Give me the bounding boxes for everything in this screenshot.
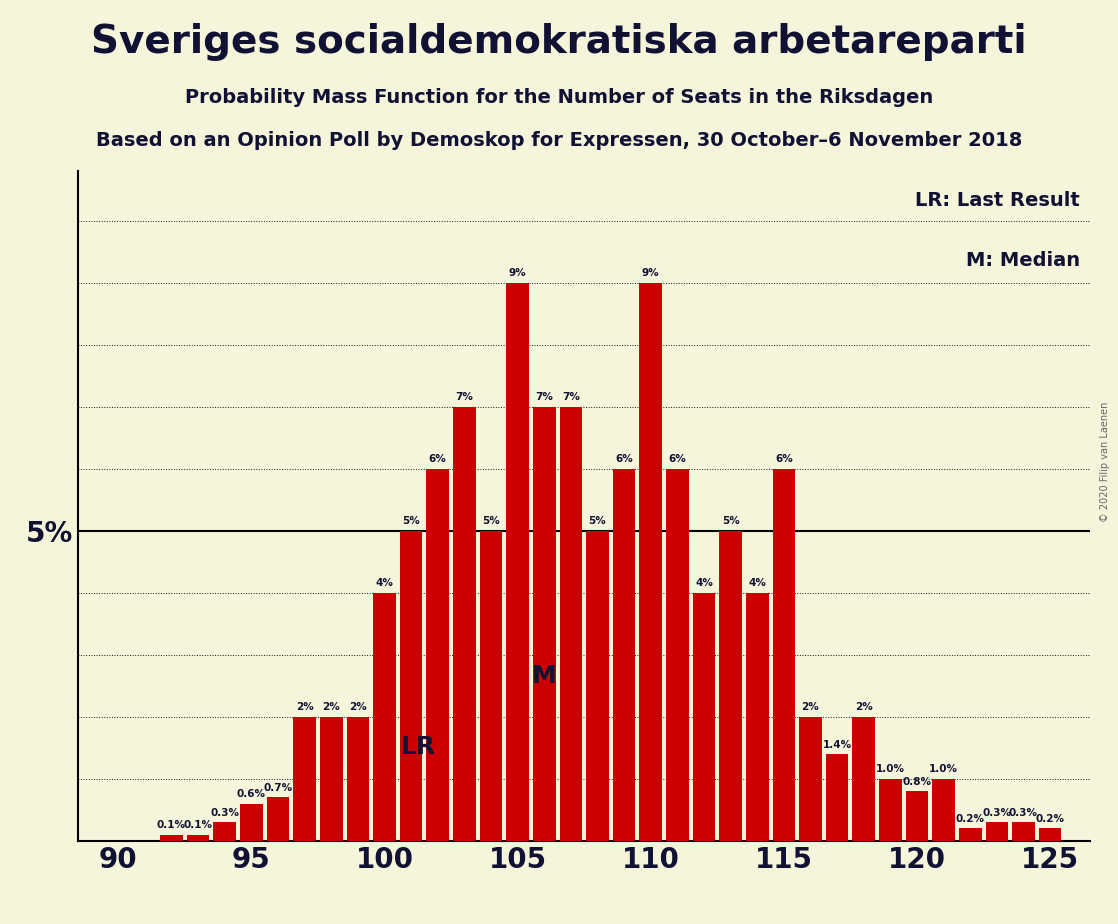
Text: 9%: 9% (509, 268, 527, 278)
Text: 1.0%: 1.0% (875, 764, 904, 774)
Bar (400, 530, 423, 841)
Bar (160, 834, 182, 841)
Text: 2%: 2% (322, 702, 340, 712)
Text: 0.6%: 0.6% (237, 789, 266, 799)
Bar (426, 468, 449, 841)
Bar (480, 530, 502, 841)
Text: 0.3%: 0.3% (983, 808, 1012, 818)
Bar (986, 822, 1008, 841)
Bar (799, 717, 822, 841)
Bar (826, 754, 849, 841)
Text: 1.0%: 1.0% (929, 764, 958, 774)
Bar (639, 283, 662, 841)
Bar (320, 717, 342, 841)
Text: 0.1%: 0.1% (183, 821, 212, 831)
Bar (719, 530, 742, 841)
Bar (586, 530, 609, 841)
Text: 7%: 7% (536, 393, 553, 402)
Bar (906, 791, 928, 841)
Bar (666, 468, 689, 841)
Bar (613, 468, 635, 841)
Bar (506, 283, 529, 841)
Text: 4%: 4% (376, 578, 394, 589)
Bar (879, 779, 902, 841)
Text: LR: Last Result: LR: Last Result (916, 191, 1080, 210)
Text: 5%: 5% (722, 517, 739, 527)
Text: 2%: 2% (295, 702, 313, 712)
Text: Sveriges socialdemokratiska arbetareparti: Sveriges socialdemokratiska arbetarepart… (92, 23, 1026, 61)
Bar (266, 797, 290, 841)
Bar (240, 804, 263, 841)
Text: 6%: 6% (775, 455, 793, 465)
Text: 7%: 7% (455, 393, 473, 402)
Text: 6%: 6% (615, 455, 633, 465)
Bar (959, 829, 982, 841)
Text: 6%: 6% (669, 455, 686, 465)
Text: 2%: 2% (802, 702, 819, 712)
Text: © 2020 Filip van Laenen: © 2020 Filip van Laenen (1100, 402, 1110, 522)
Text: 5%: 5% (402, 517, 420, 527)
Text: 6%: 6% (429, 455, 446, 465)
Text: LR: LR (400, 735, 436, 759)
Bar (746, 592, 768, 841)
Bar (533, 407, 556, 841)
Text: 0.3%: 0.3% (210, 808, 239, 818)
Bar (852, 717, 875, 841)
Bar (559, 407, 582, 841)
Text: 0.1%: 0.1% (157, 821, 186, 831)
Text: 1.4%: 1.4% (823, 739, 852, 749)
Bar (693, 592, 716, 841)
Bar (347, 717, 369, 841)
Text: 2%: 2% (349, 702, 367, 712)
Text: Probability Mass Function for the Number of Seats in the Riksdagen: Probability Mass Function for the Number… (184, 88, 934, 107)
Text: M: Median: M: Median (966, 251, 1080, 271)
Bar (932, 779, 955, 841)
Text: 0.7%: 0.7% (264, 783, 293, 793)
Bar (453, 407, 475, 841)
Bar (214, 822, 236, 841)
Text: 0.8%: 0.8% (902, 777, 931, 787)
Bar (773, 468, 795, 841)
Text: 2%: 2% (855, 702, 873, 712)
Bar (373, 592, 396, 841)
Bar (1012, 822, 1035, 841)
Text: 0.2%: 0.2% (1035, 814, 1064, 824)
Bar (187, 834, 209, 841)
Text: 0.2%: 0.2% (956, 814, 985, 824)
Text: 7%: 7% (562, 393, 580, 402)
Text: Based on an Opinion Poll by Demoskop for Expressen, 30 October–6 November 2018: Based on an Opinion Poll by Demoskop for… (96, 131, 1022, 151)
Text: M: M (532, 663, 557, 687)
Text: 4%: 4% (695, 578, 713, 589)
Text: 5%: 5% (588, 517, 606, 527)
Text: 4%: 4% (748, 578, 766, 589)
Bar (293, 717, 316, 841)
Bar (1039, 829, 1061, 841)
Text: 0.3%: 0.3% (1008, 808, 1038, 818)
Text: 5%: 5% (482, 517, 500, 527)
Text: 9%: 9% (642, 268, 660, 278)
